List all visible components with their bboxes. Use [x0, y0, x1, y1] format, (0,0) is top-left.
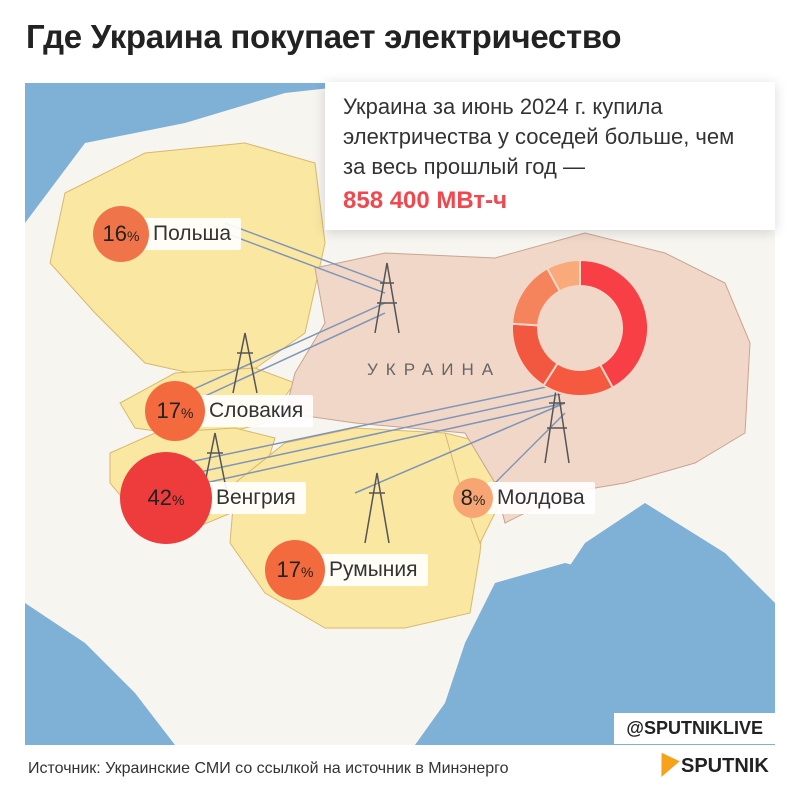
country-label-moldova: 8% Молдова [453, 478, 595, 518]
country-label-slovakia: 17% Словакия [145, 381, 314, 441]
share-circle: 8% [453, 478, 493, 518]
poland [49, 142, 326, 384]
share-circle: 16% [93, 206, 149, 262]
donut-segment-Венгрия [579, 258, 649, 389]
country-name: Венгрия [206, 482, 306, 514]
sputnik-logo: SPUTNIK [652, 752, 769, 781]
share-circle: 42% [120, 452, 212, 544]
country-name: Словакия [199, 395, 314, 427]
pylon-icons [202, 262, 570, 544]
country-name: Молдова [487, 482, 595, 514]
country-label-romania: 17% Румыния [265, 540, 428, 600]
donut-segment-Молдова [545, 258, 581, 293]
country-label-hungary: 42% Венгрия [120, 452, 306, 544]
page-title: Где Украина покупает электричество [26, 18, 622, 55]
black-sea [465, 563, 685, 723]
country-label-poland: 16% Польша [93, 206, 242, 262]
country-name: Польша [143, 218, 242, 250]
source-note: Источник: Украинские СМИ со ссылкой на и… [28, 760, 509, 777]
callout-value: 858 400 МВт-ч [343, 187, 508, 214]
callout-text: Украина за июнь 2024 г. купила электриче… [343, 94, 735, 179]
country-name: Румыния [319, 554, 428, 586]
adriatic [25, 603, 175, 745]
ukraine-label: УКРАИНА [367, 360, 502, 379]
power-lines [184, 222, 566, 494]
share-circle: 17% [265, 540, 325, 600]
social-handle[interactable]: @SPUTNIKLIVE [614, 713, 775, 744]
share-circle: 17% [145, 381, 205, 441]
callout-box: Украина за июнь 2024 г. купила электриче… [325, 82, 775, 230]
logo-mark-icon [652, 752, 680, 781]
import-share-donut [511, 258, 649, 397]
